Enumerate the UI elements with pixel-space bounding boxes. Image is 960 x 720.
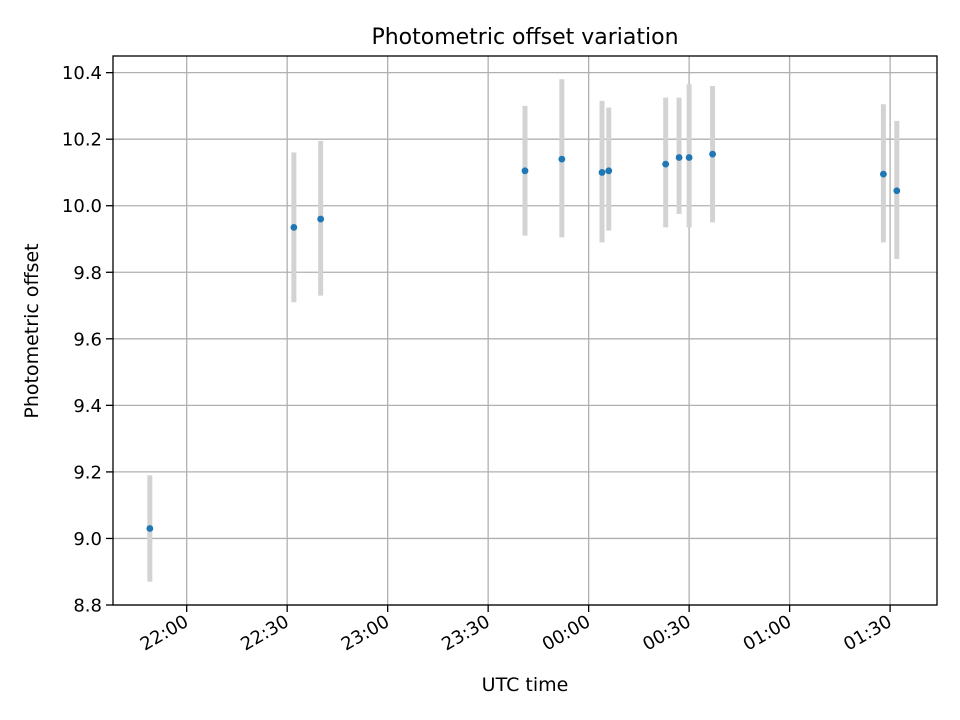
y-tick-label: 9.0 <box>73 529 102 550</box>
y-tick-label: 10.4 <box>62 63 102 84</box>
y-tick-label: 9.8 <box>73 263 102 284</box>
data-point <box>146 525 154 532</box>
chart-title: Photometric offset variation <box>371 25 678 50</box>
plot-frame <box>112 55 938 606</box>
data-point <box>317 215 325 223</box>
data-point <box>662 160 670 168</box>
y-tick-label: 9.2 <box>73 462 102 483</box>
data-point <box>521 167 529 175</box>
x-axis-label: UTC time <box>482 674 569 696</box>
data-point <box>605 167 613 175</box>
data-point <box>290 223 298 231</box>
y-tick-label: 9.4 <box>73 396 102 417</box>
data-points <box>146 150 901 532</box>
y-axis-label: Photometric offset <box>21 243 43 418</box>
y-tick-label: 10.0 <box>62 196 102 217</box>
data-point <box>558 155 566 163</box>
data-point <box>685 154 693 161</box>
data-point <box>880 170 887 178</box>
data-point <box>598 169 606 176</box>
data-point <box>675 154 683 161</box>
y-axis-ticks: 8.8 9.0 9.2 9.4 9.6 9.8 10.0 10.2 10.4 <box>62 63 113 617</box>
y-tick-label: 9.6 <box>73 329 102 350</box>
y-tick-label: 10.2 <box>62 130 102 151</box>
data-point <box>709 150 716 158</box>
y-tick-label: 8.8 <box>73 596 102 617</box>
data-point <box>893 187 901 195</box>
